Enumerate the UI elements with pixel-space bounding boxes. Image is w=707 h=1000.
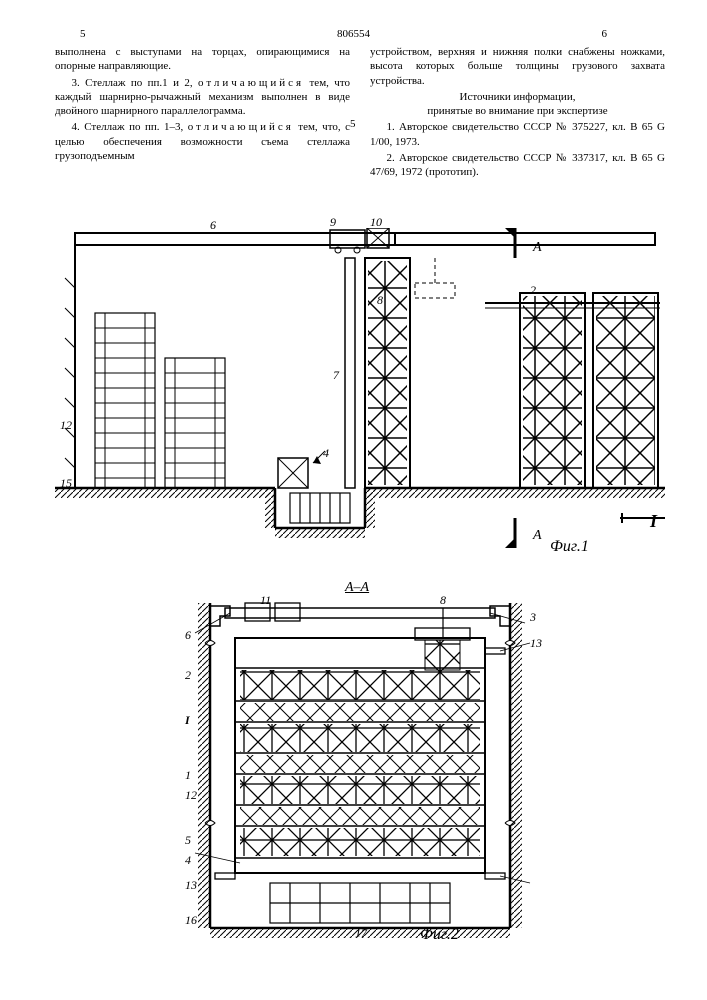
callout-12b: 12 — [185, 788, 197, 803]
callout-5: 5 — [185, 833, 191, 848]
callout-I: I — [650, 511, 657, 532]
callout-1: 1 — [185, 768, 191, 783]
para-r3: 1. Авторское свидетельство СССР № 375227… — [370, 120, 665, 149]
fig2-label: Фиг.2 — [420, 926, 459, 944]
callout-17: 17 — [355, 926, 367, 941]
para-r4: 2. Авторское свидетельство СССР № 337317… — [370, 151, 665, 180]
right-column: устройством, верхняя и нижняя полки снаб… — [370, 45, 665, 182]
callout-Ib: I — [185, 713, 190, 728]
callout-15: 15 — [60, 476, 72, 491]
callout-12: 12 — [60, 418, 72, 433]
page-num-right: 6 — [602, 28, 608, 40]
callout-2: 2 — [530, 283, 536, 298]
callout-4b: 4 — [185, 853, 191, 868]
callout-4: 4 — [323, 446, 329, 461]
callout-13a: 13 — [530, 636, 542, 651]
callout-9: 9 — [330, 215, 336, 230]
left-column: выполнена с выступами на торцах, опирающ… — [55, 45, 350, 182]
callout-8: 8 — [377, 293, 383, 308]
text-columns: выполнена с выступами на торцах, опирающ… — [55, 45, 665, 182]
callout-10: 10 — [370, 215, 382, 230]
figure-1: 6 9 10 2 8 7 12 15 4 A A I Фиг.1 — [55, 228, 665, 558]
callout-2b: 2 — [185, 668, 191, 683]
para-1: выполнена с выступами на торцах, опирающ… — [55, 45, 350, 74]
callout-6b: 6 — [185, 628, 191, 643]
para-3: 4. Стеллаж по пп. 1–3, отличающийся тем,… — [55, 120, 350, 163]
para-2: 3. Стеллаж по пп.1 и 2, отличающийся тем… — [55, 76, 350, 119]
fig1-label: Фиг.1 — [550, 538, 589, 556]
section-label: A–A — [345, 580, 369, 596]
callout-7: 7 — [333, 368, 339, 383]
para-r2: Источники информации, принятые во вниман… — [370, 90, 665, 119]
callout-11: 11 — [260, 593, 271, 608]
margin-num-5: 5 — [350, 118, 356, 130]
figure-area: 6 9 10 2 8 7 12 15 4 A A I Фиг.1 A–A — [55, 228, 665, 948]
callout-A-top: A — [533, 240, 542, 256]
callout-13b: 13 — [185, 878, 197, 893]
callout-3: 3 — [530, 610, 536, 625]
callout-16: 16 — [185, 913, 197, 928]
figure-2: A–A — [160, 588, 560, 948]
callout-6: 6 — [210, 218, 216, 233]
callout-A-bot: A — [533, 528, 542, 544]
callout-8b: 8 — [440, 593, 446, 608]
para-r1: устройством, верхняя и нижняя полки снаб… — [370, 45, 665, 88]
